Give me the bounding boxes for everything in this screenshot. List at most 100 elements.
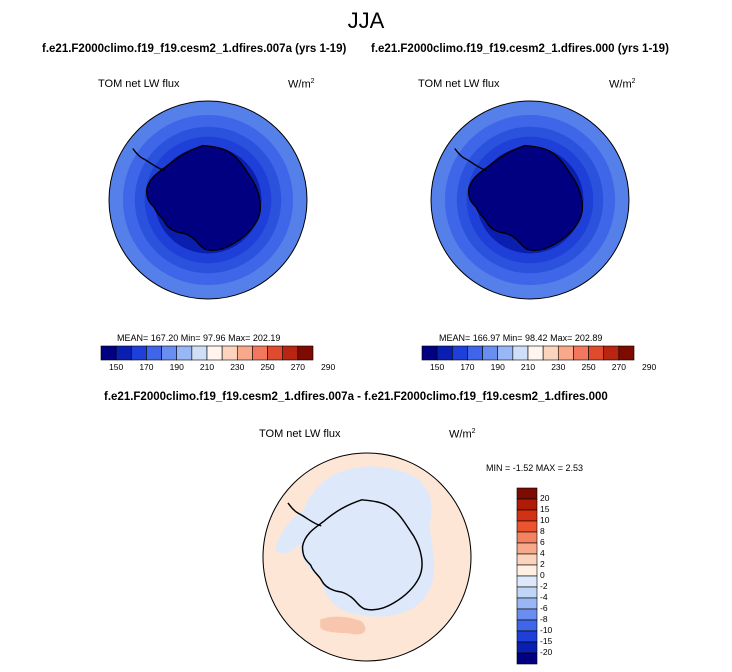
colorbar-swatch <box>516 520 538 533</box>
panel2-colorbar <box>421 345 635 361</box>
panel1-variable-label: TOM net LW flux <box>98 78 180 90</box>
colorbar-swatch <box>516 487 538 500</box>
colorbar-tick-label: 150 <box>109 362 124 372</box>
colorbar-tick-label: -2 <box>540 581 548 591</box>
panel1-case-title: f.e21.F2000climo.f19_f19.cesm2_1.dfires.… <box>42 43 347 55</box>
panel1-units-label: W/m2 <box>288 78 315 91</box>
colorbar-tick-label: -20 <box>540 647 553 657</box>
panel1-stats: MEAN= 167.20 Min= 97.96 Max= 202.19 <box>117 333 281 343</box>
colorbar-tick-label: 270 <box>290 362 305 372</box>
colorbar-tick-label: -4 <box>540 592 548 602</box>
colorbar-swatch <box>618 345 635 361</box>
colorbar-tick-label: 190 <box>490 362 505 372</box>
colorbar-tick-label: 270 <box>611 362 626 372</box>
colorbar-swatch <box>267 345 284 361</box>
colorbar-swatch <box>482 345 499 361</box>
colorbar-swatch <box>588 345 605 361</box>
colorbar-swatch <box>176 345 193 361</box>
colorbar-swatch <box>467 345 483 361</box>
map-boundary <box>262 452 472 662</box>
colorbar-swatch <box>516 652 538 665</box>
colorbar-swatch <box>497 345 514 361</box>
colorbar-tick-label: 150 <box>430 362 445 372</box>
colorbar-swatch <box>512 345 529 361</box>
colorbar-swatch <box>516 608 538 621</box>
colorbar-tick-label: 10 <box>540 515 550 525</box>
diff-negative-region <box>298 466 435 617</box>
colorbar-swatch <box>516 586 538 599</box>
colorbar-tick-label: 15 <box>540 504 550 514</box>
colorbar-swatch <box>421 345 438 361</box>
panel2-stats: MEAN= 166.97 Min= 98.42 Max= 202.89 <box>439 333 603 343</box>
antarctic-peninsula <box>287 502 322 527</box>
colorbar-swatch <box>557 345 574 361</box>
colorbar-swatch <box>130 345 147 361</box>
colorbar-tick-label: -10 <box>540 625 553 635</box>
colorbar-tick-label: 290 <box>642 362 657 372</box>
panel1-polar-map <box>108 100 308 300</box>
colorbar-swatch <box>146 345 162 361</box>
colorbar-swatch <box>115 345 132 361</box>
colorbar-swatch <box>603 345 620 361</box>
colorbar-swatch <box>100 345 117 361</box>
diff-colorbar-ticks: 20 15 10 8 6 4 2 0 -2 -4 -6 -8 -10 -15 -20 <box>540 488 570 664</box>
colorbar-swatch <box>516 498 538 511</box>
panel2-units-label: W/m2 <box>609 78 636 91</box>
colorbar-tick-label: 230 <box>230 362 245 372</box>
colorbar-tick-label: 170 <box>460 362 475 372</box>
colorbar-swatch <box>297 345 314 361</box>
panel2-variable-label: TOM net LW flux <box>418 78 500 90</box>
colorbar-swatch <box>516 630 538 643</box>
map-boundary <box>108 100 308 300</box>
colorbar-swatch <box>206 345 223 361</box>
antarctic-peninsula <box>132 148 165 171</box>
colorbar-tick-label: 190 <box>169 362 184 372</box>
colorbar-tick-label: -15 <box>540 636 553 646</box>
colorbar-tick-label: 250 <box>260 362 275 372</box>
colorbar-swatch <box>161 345 178 361</box>
diff-colorbar <box>516 487 538 665</box>
colorbar-swatch <box>221 345 238 361</box>
colorbar-swatch <box>542 345 559 361</box>
colorbar-swatch <box>282 345 299 361</box>
colorbar-tick-label: 2 <box>540 559 545 569</box>
colorbar-tick-label: 230 <box>551 362 566 372</box>
diff-units-label: W/m2 <box>449 428 476 441</box>
colorbar-swatch <box>516 542 538 555</box>
antarctic-peninsula <box>454 148 487 171</box>
diff-negative-region-west <box>275 511 306 554</box>
colorbar-swatch <box>436 345 453 361</box>
diff-case-title: f.e21.F2000climo.f19_f19.cesm2_1.dfires.… <box>104 391 608 403</box>
colorbar-swatch <box>451 345 468 361</box>
panel1-colorbar <box>100 345 314 361</box>
diff-polar-map <box>262 452 472 662</box>
colorbar-tick-label: 8 <box>540 526 545 536</box>
colorbar-tick-label: 210 <box>520 362 536 372</box>
diff-stats: MIN = -1.52 MAX = 2.53 <box>486 463 584 473</box>
colorbar-tick-label: -8 <box>540 614 548 624</box>
antarctica-coastline <box>301 499 423 611</box>
colorbar-tick-label: -6 <box>540 603 548 613</box>
colorbar-swatch <box>573 345 589 361</box>
colorbar-swatch <box>516 553 538 566</box>
colorbar-swatch <box>516 575 538 588</box>
colorbar-swatch <box>516 564 538 577</box>
antarctica-landmass <box>145 144 262 251</box>
main-title: JJA <box>347 8 385 33</box>
colorbar-tick-label: 210 <box>199 362 215 372</box>
colorbar-tick-label: 6 <box>540 537 545 547</box>
colorbar-swatch <box>516 531 538 544</box>
panel2-polar-map <box>430 100 630 300</box>
colorbar-tick-label: 0 <box>540 570 545 580</box>
colorbar-tick-label: 4 <box>540 548 545 558</box>
colorbar-tick-label: 250 <box>581 362 596 372</box>
map-boundary <box>430 100 630 300</box>
colorbar-swatch <box>516 641 538 654</box>
colorbar-swatch <box>516 619 538 632</box>
colorbar-tick-label: 20 <box>540 493 550 503</box>
colorbar-swatch <box>236 345 253 361</box>
colorbar-swatch <box>527 345 544 361</box>
panel2-case-title: f.e21.F2000climo.f19_f19.cesm2_1.dfires.… <box>371 43 669 55</box>
colorbar-swatch <box>252 345 268 361</box>
colorbar-tick-label: 290 <box>321 362 336 372</box>
